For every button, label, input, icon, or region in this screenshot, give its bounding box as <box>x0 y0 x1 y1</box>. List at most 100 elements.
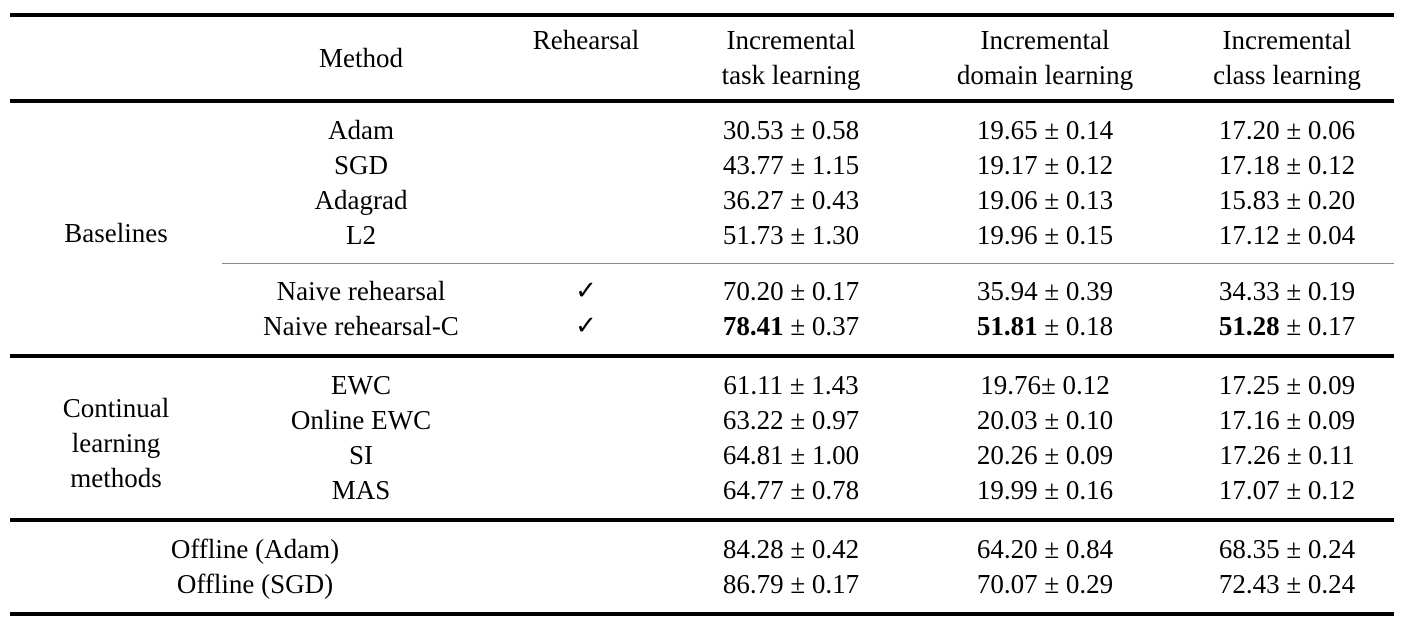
value-err: ± 0.14 <box>1037 115 1114 145</box>
value-main: 72.43 <box>1218 569 1280 599</box>
value-cell-domain: 20.03 ± 0.10 <box>910 403 1180 438</box>
value-cell-class: 17.26 ± 0.11 <box>1180 438 1394 473</box>
checkmark-icon: ✓ <box>575 311 597 341</box>
value-err: ± 0.15 <box>1037 220 1114 250</box>
value-cell-task: 61.11 ± 1.43 <box>672 356 910 403</box>
section-continual-learning-methods: Continual learning methods EWC 61.11 ± 1.4… <box>10 356 1394 520</box>
value-main: 17.20 <box>1218 115 1280 145</box>
value-err: ± 0.20 <box>1279 185 1356 215</box>
value-err: ± 0.12 <box>1279 150 1356 180</box>
value-err: ± 0.17 <box>1279 311 1356 341</box>
header-row: Method Rehearsal Incremental task learnin… <box>10 15 1394 103</box>
value-err: ± 0.19 <box>1279 276 1356 306</box>
rehearsal-cell <box>500 520 672 567</box>
method-cell: SI <box>348 440 373 470</box>
method-cell: SGD <box>333 150 388 180</box>
rehearsal-cell <box>500 183 672 218</box>
value-cell-class: 51.28 ± 0.17 <box>1180 309 1394 356</box>
value-cell-domain: 19.17 ± 0.12 <box>910 148 1180 183</box>
value-err: ± 0.13 <box>1037 185 1114 215</box>
value-cell-task: 64.81 ± 1.00 <box>672 438 910 473</box>
value-cell-task: 84.28 ± 0.42 <box>672 520 910 567</box>
table-row-adagrad: Adagrad 36.27 ± 0.43 19.06 ± 0.13 15.83 … <box>10 183 1394 218</box>
value-main: 78.41 <box>722 311 784 341</box>
value-err: ± 0.09 <box>1037 440 1114 470</box>
value-main: 17.16 <box>1218 405 1280 435</box>
value-cell-domain: 19.65 ± 0.14 <box>910 101 1180 148</box>
value-cell-class: 15.83 ± 0.20 <box>1180 183 1394 218</box>
table-row-l2: L2 51.73 ± 1.30 19.96 ± 0.15 17.12 ± 0.0… <box>10 218 1394 264</box>
value-main: 15.83 <box>1218 185 1280 215</box>
value-cell-class: 72.43 ± 0.24 <box>1180 567 1394 614</box>
value-cell-task: 78.41 ± 0.37 <box>672 309 910 356</box>
value-main: 17.18 <box>1218 150 1280 180</box>
header-line: domain learning <box>956 60 1134 90</box>
rehearsal-cell <box>500 473 672 520</box>
value-main: 19.76 <box>980 370 1041 400</box>
value-err: ± 0.37 <box>783 311 860 341</box>
col-header-rehearsal: Rehearsal <box>500 15 672 103</box>
value-cell-domain: 19.76± 0.12 <box>910 356 1180 403</box>
value-err: ± 0.24 <box>1279 569 1356 599</box>
header-line: Incremental <box>1222 25 1352 55</box>
value-err: ± 0.97 <box>783 405 860 435</box>
rehearsal-cell <box>500 567 672 614</box>
col-header-group <box>10 15 222 103</box>
value-err: ± 0.09 <box>1279 370 1356 400</box>
value-err: ± 0.16 <box>1037 475 1114 505</box>
table-row-offline-adam: Offline (Adam) 84.28 ± 0.42 64.20 ± 0.84… <box>10 520 1394 567</box>
value-err: ± 1.30 <box>783 220 860 250</box>
value-main: 19.99 <box>976 475 1038 505</box>
value-main: 64.81 <box>722 440 784 470</box>
group-label-line: learning <box>71 427 161 458</box>
value-err: ± 1.43 <box>783 370 859 400</box>
value-main: 17.26 <box>1219 440 1281 470</box>
value-cell-class: 17.20 ± 0.06 <box>1180 101 1394 148</box>
value-main: 17.07 <box>1218 475 1280 505</box>
method-cell: Online EWC <box>290 405 432 435</box>
table-row-si: SI 64.81 ± 1.00 20.26 ± 0.09 17.26 ± 0.1… <box>10 438 1394 473</box>
value-cell-task: 43.77 ± 1.15 <box>672 148 910 183</box>
value-main: 70.20 <box>722 276 784 306</box>
value-main: 19.96 <box>976 220 1038 250</box>
value-main: 61.11 <box>723 370 784 400</box>
header-line: Incremental <box>726 25 856 55</box>
value-err: ± 0.17 <box>783 569 860 599</box>
col-header-incremental-class-learning: Incremental class learning <box>1180 15 1394 103</box>
value-err: ± 0.12 <box>1040 370 1110 400</box>
group-label-continual-learning-methods: Continual learning methods <box>10 356 222 520</box>
value-main: 63.22 <box>722 405 784 435</box>
value-main: 34.33 <box>1218 276 1280 306</box>
value-cell-domain: 19.96 ± 0.15 <box>910 218 1180 264</box>
table-header: Method Rehearsal Incremental task learnin… <box>10 15 1394 103</box>
value-cell-domain: 19.06 ± 0.13 <box>910 183 1180 218</box>
results-table: Method Rehearsal Incremental task learnin… <box>10 13 1394 616</box>
value-cell-class: 17.12 ± 0.04 <box>1180 218 1394 264</box>
value-main: 68.35 <box>1218 534 1280 564</box>
table-row-offline-sgd: Offline (SGD) 86.79 ± 0.17 70.07 ± 0.29 … <box>10 567 1394 614</box>
value-main: 17.12 <box>1218 220 1280 250</box>
value-main: 86.79 <box>722 569 784 599</box>
value-main: 43.77 <box>722 150 784 180</box>
value-cell-class: 17.18 ± 0.12 <box>1180 148 1394 183</box>
value-err: ± 0.84 <box>1037 534 1114 564</box>
value-err: ± 0.11 <box>1280 440 1355 470</box>
method-cell: EWC <box>331 370 391 400</box>
value-main: 30.53 <box>722 115 784 145</box>
value-main: 20.26 <box>976 440 1038 470</box>
value-main: 70.07 <box>976 569 1038 599</box>
method-cell-offline-sgd: Offline (SGD) <box>176 569 334 599</box>
value-cell-task: 36.27 ± 0.43 <box>672 183 910 218</box>
value-cell-domain: 35.94 ± 0.39 <box>910 263 1180 309</box>
col-header-method: Method <box>222 15 500 103</box>
method-cell: Naive rehearsal <box>222 263 500 309</box>
value-cell-domain: 70.07 ± 0.29 <box>910 567 1180 614</box>
value-main: 36.27 <box>722 185 784 215</box>
value-err: ± 1.00 <box>783 440 860 470</box>
section-offline: Offline (Adam) 84.28 ± 0.42 64.20 ± 0.84… <box>10 520 1394 614</box>
table-row-naive-rehearsal-c: Naive rehearsal-C ✓ 78.41 ± 0.37 51.81 ±… <box>10 309 1394 356</box>
value-main: 51.81 <box>976 311 1038 341</box>
table-row-mas: MAS 64.77 ± 0.78 19.99 ± 0.16 17.07 ± 0.… <box>10 473 1394 520</box>
value-main: 51.28 <box>1218 311 1280 341</box>
